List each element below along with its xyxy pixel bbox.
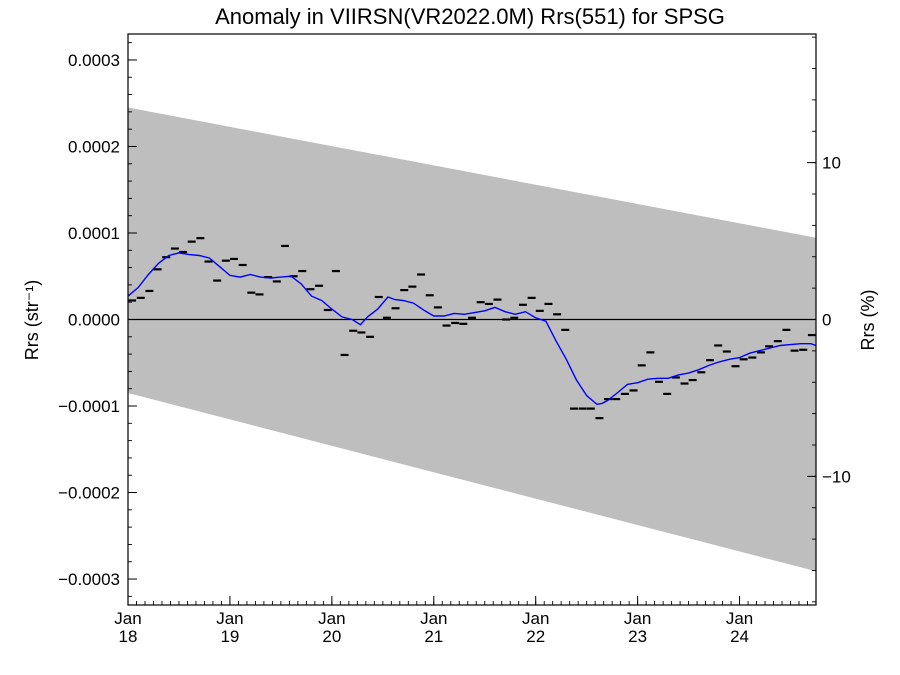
x-tick-month: Jan (318, 609, 345, 628)
left-tick-label: −0.0003 (58, 570, 120, 589)
right-y-axis: 10 0 −10 (807, 36, 851, 603)
monthly-points (128, 237, 816, 420)
x-tick-year: 19 (220, 627, 239, 646)
x-tick-month: Jan (420, 609, 447, 628)
left-tick-label: −0.0001 (58, 397, 120, 416)
x-tick-month: Jan (624, 609, 651, 628)
x-tick-year: 22 (526, 627, 545, 646)
right-tick-label: −10 (822, 467, 851, 486)
left-tick-label: 0.0000 (68, 311, 120, 330)
right-axis-label: Rrs (%) (858, 290, 878, 351)
right-tick-label: 10 (822, 154, 841, 173)
x-tick-year: 20 (322, 627, 341, 646)
left-axis-label: Rrs (str⁻¹) (22, 280, 42, 360)
x-tick-month: Jan (216, 609, 243, 628)
smoothed-anomaly-line (128, 252, 816, 406)
x-tick-month: Jan (114, 609, 141, 628)
left-tick-label: 0.0001 (68, 224, 120, 243)
x-tick-year: 24 (730, 627, 749, 646)
x-tick-year: 23 (628, 627, 647, 646)
uncertainty-band (128, 107, 816, 572)
x-tick-year: 18 (119, 627, 138, 646)
x-tick-month: Jan (726, 609, 753, 628)
x-tick-year: 21 (424, 627, 443, 646)
right-tick-label: 0 (822, 311, 831, 330)
left-y-axis: 0.0003 0.0002 0.0001 0.0000 −0.0001 −0.0002 −0… (58, 42, 137, 597)
left-tick-label: −0.0002 (58, 484, 120, 503)
chart-title: Anomaly in VIIRSN(VR2022.0M) Rrs(551) fo… (215, 4, 725, 29)
x-tick-month: Jan (522, 609, 549, 628)
left-tick-label: 0.0003 (68, 51, 120, 70)
left-tick-label: 0.0002 (68, 137, 120, 156)
